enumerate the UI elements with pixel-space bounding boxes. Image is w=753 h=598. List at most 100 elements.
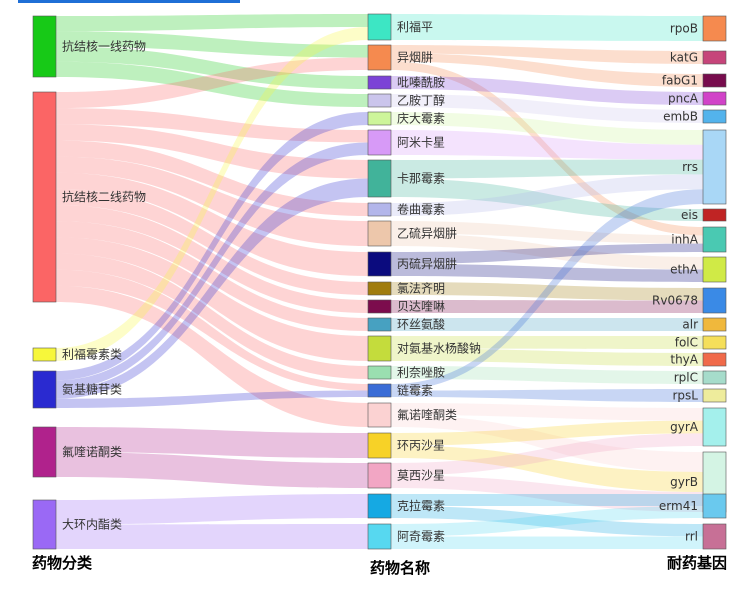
drug-gene-link-24 bbox=[391, 415, 703, 472]
gene-node-7[interactable] bbox=[702, 226, 727, 253]
gene-node-15[interactable] bbox=[702, 407, 727, 447]
drug-label-1: 异烟肼 bbox=[397, 50, 433, 65]
drug-gene-link-4 bbox=[391, 76, 703, 105]
drug-node-11[interactable] bbox=[367, 299, 392, 314]
column-title-category: 药物分类 bbox=[32, 554, 93, 572]
category-drug-link-5 bbox=[56, 108, 368, 143]
drug-node-12[interactable] bbox=[367, 317, 392, 332]
category-drug-link-1 bbox=[56, 31, 368, 58]
drug-gene-link-22 bbox=[391, 189, 703, 391]
drug-node-20[interactable] bbox=[367, 523, 392, 550]
drug-node-3[interactable] bbox=[367, 93, 392, 108]
drug-label-16: 氟诺喹酮类 bbox=[397, 407, 457, 422]
gene-node-10[interactable] bbox=[702, 317, 727, 332]
drug-node-2[interactable] bbox=[367, 75, 392, 90]
drug-node-7[interactable] bbox=[367, 202, 392, 217]
drug-gene-link-23 bbox=[391, 403, 703, 421]
category-node-2[interactable] bbox=[32, 347, 57, 362]
drug-gene-link-28 bbox=[391, 475, 703, 512]
category-drug-link-8 bbox=[56, 156, 368, 246]
drug-label-4: 庆大霉素 bbox=[397, 112, 445, 126]
category-drug-link-21 bbox=[56, 390, 368, 408]
drug-node-18[interactable] bbox=[367, 462, 392, 489]
category-drug-link-0 bbox=[56, 14, 368, 32]
drug-node-10[interactable] bbox=[367, 281, 392, 296]
gene-node-12[interactable] bbox=[702, 352, 727, 367]
drug-node-17[interactable] bbox=[367, 432, 392, 459]
category-label-3: 氨基糖苷类 bbox=[62, 382, 122, 397]
category-drug-link-25 bbox=[56, 524, 368, 549]
drug-node-4[interactable] bbox=[367, 111, 392, 126]
gene-label-8: ethA bbox=[670, 263, 699, 277]
category-drug-link-17 bbox=[56, 27, 368, 361]
gene-node-6[interactable] bbox=[702, 208, 727, 222]
drug-node-16[interactable] bbox=[367, 402, 392, 428]
gene-node-11[interactable] bbox=[702, 335, 727, 350]
drug-gene-link-14 bbox=[391, 264, 703, 282]
drug-label-12: 环丝氨酸 bbox=[397, 317, 445, 332]
category-label-0: 抗结核一线药物 bbox=[62, 39, 146, 54]
category-drug-link-10 bbox=[56, 188, 368, 295]
drug-gene-link-31 bbox=[391, 506, 703, 537]
drug-gene-link-5 bbox=[391, 94, 703, 123]
category-node-1[interactable] bbox=[32, 91, 57, 303]
gene-node-13[interactable] bbox=[702, 370, 727, 385]
gene-node-0[interactable] bbox=[702, 15, 727, 42]
gene-node-18[interactable] bbox=[702, 523, 727, 550]
category-node-5[interactable] bbox=[32, 499, 57, 550]
drug-node-6[interactable] bbox=[367, 159, 392, 198]
nodes-layer bbox=[32, 13, 727, 550]
drug-label-9: 丙硫异烟肼 bbox=[397, 256, 457, 271]
drug-gene-link-16 bbox=[391, 300, 703, 313]
drug-node-1[interactable] bbox=[367, 44, 392, 71]
drug-gene-link-15 bbox=[391, 282, 703, 301]
drug-gene-link-30 bbox=[391, 506, 703, 537]
drug-node-0[interactable] bbox=[367, 13, 392, 41]
category-node-0[interactable] bbox=[32, 15, 57, 78]
category-label-4: 氟喹诺酮类 bbox=[62, 444, 122, 459]
drug-label-15: 链霉素 bbox=[397, 383, 433, 398]
category-node-3[interactable] bbox=[32, 370, 57, 409]
drug-gene-link-20 bbox=[391, 366, 703, 384]
gene-node-9[interactable] bbox=[702, 287, 727, 314]
gene-node-8[interactable] bbox=[702, 256, 727, 283]
gene-node-14[interactable] bbox=[702, 388, 727, 403]
category-drug-link-15 bbox=[56, 269, 368, 391]
category-node-4[interactable] bbox=[32, 426, 57, 478]
gene-node-2[interactable] bbox=[702, 73, 727, 88]
gene-node-1[interactable] bbox=[702, 50, 727, 65]
drug-gene-link-26 bbox=[391, 445, 703, 492]
drug-node-14[interactable] bbox=[367, 365, 392, 380]
drug-node-8[interactable] bbox=[367, 220, 392, 247]
category-label-5: 大环内酯类 bbox=[62, 518, 122, 532]
gene-label-3: pncA bbox=[668, 92, 699, 106]
drug-gene-link-6 bbox=[391, 112, 703, 145]
gene-label-11: folC bbox=[675, 336, 698, 350]
category-drug-link-12 bbox=[56, 221, 368, 331]
drug-node-5[interactable] bbox=[367, 129, 392, 156]
gene-node-4[interactable] bbox=[702, 109, 727, 124]
drug-node-19[interactable] bbox=[367, 493, 392, 519]
drug-label-10: 氯法齐明 bbox=[397, 281, 445, 296]
drug-node-13[interactable] bbox=[367, 335, 392, 362]
drug-label-14: 利奈唑胺 bbox=[397, 366, 445, 380]
category-label-2: 利福霉素类 bbox=[62, 347, 122, 362]
category-drug-link-4 bbox=[56, 57, 368, 109]
gene-node-3[interactable] bbox=[702, 91, 727, 106]
gene-label-12: thyA bbox=[670, 353, 698, 367]
drug-node-9[interactable] bbox=[367, 251, 392, 277]
drug-label-18: 莫西沙星 bbox=[397, 469, 445, 483]
column-title-drug: 药物名称 bbox=[370, 559, 430, 577]
drug-gene-link-21 bbox=[391, 389, 703, 402]
drug-label-8: 乙硫异烟肼 bbox=[397, 226, 457, 241]
gene-node-5[interactable] bbox=[702, 129, 727, 205]
drug-node-15[interactable] bbox=[367, 383, 392, 398]
drug-label-3: 乙胺丁醇 bbox=[397, 93, 445, 108]
drug-gene-link-19 bbox=[391, 348, 703, 366]
category-drug-link-19 bbox=[56, 142, 368, 390]
category-label-1: 抗结核二线药物 bbox=[62, 189, 146, 204]
gene-label-10: alr bbox=[682, 318, 698, 332]
gene-node-17[interactable] bbox=[702, 493, 727, 519]
